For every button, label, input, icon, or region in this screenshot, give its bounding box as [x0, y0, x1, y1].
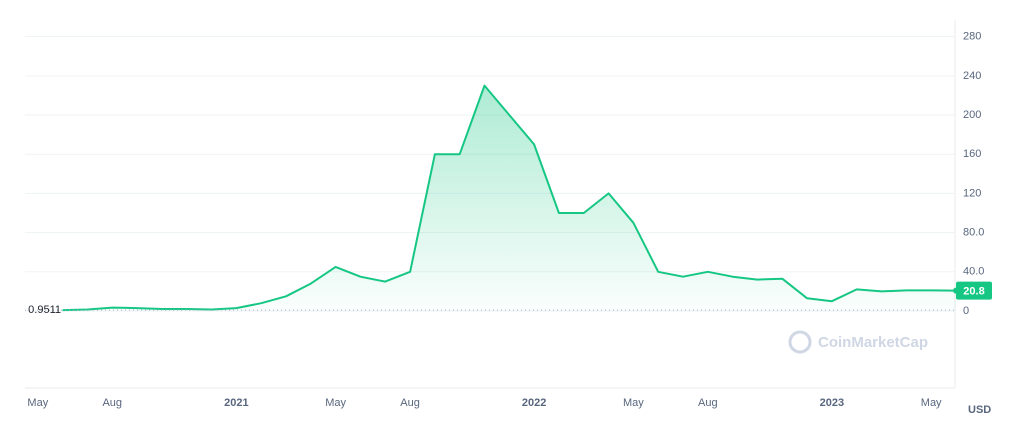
y-tick-label: 40.0 [963, 266, 984, 278]
x-tick-label: May [325, 397, 346, 409]
x-tick-label: May [921, 397, 942, 409]
watermark: CoinMarketCap [788, 330, 928, 354]
x-tick-label: Aug [400, 397, 420, 409]
x-tick-label: 2022 [522, 397, 546, 409]
x-tick-label: May [27, 397, 48, 409]
y-tick-label: 0 [963, 305, 969, 317]
price-line [62, 84, 957, 312]
unit-label: USD [968, 404, 991, 416]
start-price-label: 0.9511 [28, 304, 61, 316]
x-tick-label: Aug [102, 397, 122, 409]
x-tick-label: 2023 [820, 397, 844, 409]
y-tick-label: 200 [963, 109, 981, 121]
y-tick-label: 160 [963, 148, 981, 160]
y-tick-label: 120 [963, 187, 981, 199]
y-tick-label: 80.0 [963, 227, 984, 239]
x-tick-label: May [623, 397, 644, 409]
x-tick-label: 2021 [224, 397, 248, 409]
y-tick-label: 280 [963, 31, 981, 43]
area [62, 85, 957, 311]
y-tick-label: 240 [963, 70, 981, 82]
watermark-text: CoinMarketCap [818, 334, 928, 351]
x-tick-label: Aug [698, 397, 718, 409]
price-badge [956, 281, 992, 300]
price-badge-label: 20.8 [963, 286, 984, 298]
